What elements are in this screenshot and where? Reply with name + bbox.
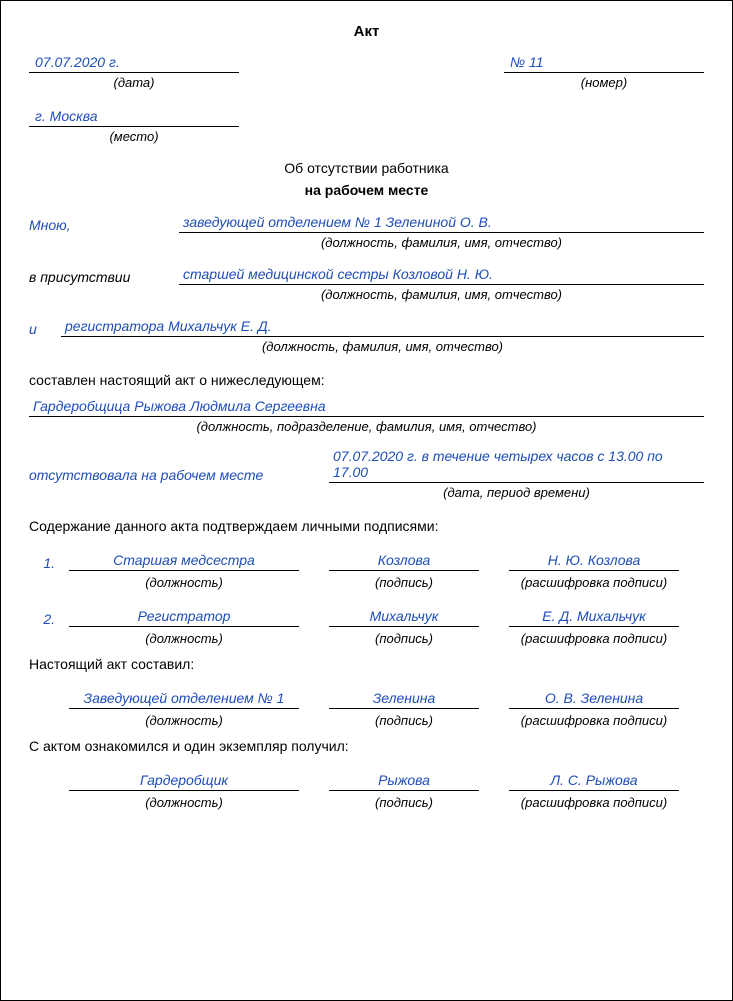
header-row: 07.07.2020 г. (дата) № 11 (номер) xyxy=(29,54,704,90)
place-row: г. Москва (место) xyxy=(29,108,704,144)
place-value: г. Москва xyxy=(29,108,239,127)
ack-captions: (должность) (подпись) (расшифровка подпи… xyxy=(29,793,704,810)
by-me-row: Мною, заведующей отделением № 1 Зеленино… xyxy=(29,214,704,233)
witness2-label: и xyxy=(29,321,61,337)
number-value: № 11 xyxy=(504,54,704,73)
subject-person-caption: (должность, подразделение, фамилия, имя,… xyxy=(29,419,704,434)
ack-position: Гардеробщик xyxy=(69,772,299,791)
witness1-label: в присутствии xyxy=(29,269,179,285)
document-page: Акт 07.07.2020 г. (дата) № 11 (номер) г.… xyxy=(0,0,733,1001)
date-value: 07.07.2020 г. xyxy=(29,54,239,73)
by-me-caption: (должность, фамилия, имя, отчество) xyxy=(179,235,704,250)
sig-row-1-captions: (должность) (подпись) (расшифровка подпи… xyxy=(29,573,704,590)
by-me-value: заведующей отделением № 1 Зелениной О. В… xyxy=(179,214,704,233)
sig2-idx: 2. xyxy=(29,611,69,627)
compiled-label: Настоящий акт составил: xyxy=(29,656,704,672)
compiled-decoded: О. В. Зеленина xyxy=(509,690,679,709)
by-me-label: Мною, xyxy=(29,217,179,233)
witness1-row: в присутствии старшей медицинской сестры… xyxy=(29,266,704,285)
witness2-value: регистратора Михальчук Е. Д. xyxy=(61,318,704,337)
cap-decoded: (расшифровка подписи) xyxy=(509,575,679,590)
witness1-value: старшей медицинской сестры Козловой Н. Ю… xyxy=(179,266,704,285)
subject-person-row: Гардеробщица Рыжова Людмила Сергеевна xyxy=(29,398,704,417)
ack-label: С актом ознакомился и один экземпляр пол… xyxy=(29,738,704,754)
sig-row-1: 1. Старшая медсестра Козлова Н. Ю. Козло… xyxy=(29,552,704,571)
clause-text: составлен настоящий акт о нижеследующем: xyxy=(29,372,704,388)
place-caption: (место) xyxy=(109,129,158,144)
compiled-row: Заведующей отделением № 1 Зеленина О. В.… xyxy=(29,690,704,709)
sig1-idx: 1. xyxy=(29,555,69,571)
absence-value: 07.07.2020 г. в течение четырех часов с … xyxy=(329,448,704,483)
ack-sign: Рыжова xyxy=(329,772,479,791)
subject-line2: на рабочем месте xyxy=(29,182,704,198)
compiled-position: Заведующей отделением № 1 xyxy=(69,690,299,709)
sig-row-2: 2. Регистратор Михальчук Е. Д. Михальчук xyxy=(29,608,704,627)
date-caption: (дата) xyxy=(114,75,155,90)
sig1-sign: Козлова xyxy=(329,552,479,571)
compiled-sign: Зеленина xyxy=(329,690,479,709)
sig2-decoded: Е. Д. Михальчук xyxy=(509,608,679,627)
subject-person-value: Гардеробщица Рыжова Людмила Сергеевна xyxy=(29,398,704,417)
cap-position: (должность) xyxy=(69,575,299,590)
ack-row: Гардеробщик Рыжова Л. С. Рыжова xyxy=(29,772,704,791)
subject-line1: Об отсутствии работника xyxy=(29,160,704,176)
witness1-caption: (должность, фамилия, имя, отчество) xyxy=(179,287,704,302)
absence-label: отсутствовала на рабочем месте xyxy=(29,467,329,483)
witness2-caption: (должность, фамилия, имя, отчество) xyxy=(61,339,704,354)
sig2-position: Регистратор xyxy=(69,608,299,627)
number-caption: (номер) xyxy=(581,75,627,90)
doc-title: Акт xyxy=(29,23,704,40)
sig2-sign: Михальчук xyxy=(329,608,479,627)
confirm-text: Содержание данного акта подтверждаем лич… xyxy=(29,518,704,534)
sig1-position: Старшая медсестра xyxy=(69,552,299,571)
ack-decoded: Л. С. Рыжова xyxy=(509,772,679,791)
cap-sign: (подпись) xyxy=(329,575,479,590)
sig1-decoded: Н. Ю. Козлова xyxy=(509,552,679,571)
absence-row: отсутствовала на рабочем месте 07.07.202… xyxy=(29,448,704,483)
sig-row-2-captions: (должность) (подпись) (расшифровка подпи… xyxy=(29,629,704,646)
date-field: 07.07.2020 г. (дата) xyxy=(29,54,239,90)
number-field: № 11 (номер) xyxy=(504,54,704,90)
compiled-captions: (должность) (подпись) (расшифровка подпи… xyxy=(29,711,704,728)
absence-caption: (дата, период времени) xyxy=(329,485,704,500)
witness2-row: и регистратора Михальчук Е. Д. xyxy=(29,318,704,337)
